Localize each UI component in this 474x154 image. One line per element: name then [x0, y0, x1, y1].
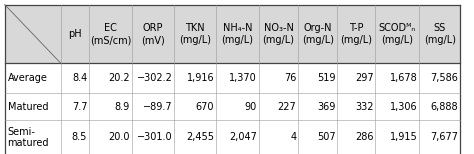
Text: 90: 90 [245, 102, 257, 112]
Text: 8.9: 8.9 [115, 102, 130, 112]
Text: 6,888: 6,888 [430, 102, 458, 112]
Text: EC
(mS/cm): EC (mS/cm) [90, 23, 131, 45]
Text: 2,047: 2,047 [229, 132, 257, 142]
Text: 332: 332 [355, 102, 374, 112]
Text: Matured: Matured [8, 102, 48, 112]
Text: 670: 670 [196, 102, 214, 112]
Text: −89.7: −89.7 [143, 102, 173, 112]
Text: T-P
(mg/L): T-P (mg/L) [340, 23, 373, 45]
Text: SS
(mg/L): SS (mg/L) [424, 23, 456, 45]
Text: 7,586: 7,586 [430, 73, 458, 83]
Text: 1,370: 1,370 [229, 73, 257, 83]
Text: −301.0: −301.0 [137, 132, 173, 142]
Text: 507: 507 [317, 132, 336, 142]
Bar [5, 5, 460, 63]
Text: 369: 369 [317, 102, 336, 112]
Bar [5, 120, 460, 154]
Text: pH: pH [68, 29, 82, 39]
Text: Average: Average [8, 73, 47, 83]
Bar [5, 63, 460, 93]
Text: 20.0: 20.0 [109, 132, 130, 142]
Text: TKN
(mg/L): TKN (mg/L) [179, 23, 211, 45]
Text: NO₃-N
(mg/L): NO₃-N (mg/L) [263, 23, 294, 45]
Text: 297: 297 [355, 73, 374, 83]
Text: Org-N
(mg/L): Org-N (mg/L) [302, 23, 334, 45]
Text: −302.2: −302.2 [137, 73, 173, 83]
Text: 2,455: 2,455 [186, 132, 214, 142]
Bar [5, 93, 460, 120]
Text: SCODᴹₙ
(mg/L): SCODᴹₙ (mg/L) [379, 23, 416, 45]
Text: 519: 519 [317, 73, 336, 83]
Text: 7,677: 7,677 [430, 132, 458, 142]
Text: 7.7: 7.7 [72, 102, 87, 112]
Text: 1,916: 1,916 [187, 73, 214, 83]
Text: ORP
(mV): ORP (mV) [141, 23, 165, 45]
Text: 8.4: 8.4 [72, 73, 87, 83]
Text: 1,306: 1,306 [390, 102, 418, 112]
Text: 76: 76 [284, 73, 296, 83]
Text: 8.5: 8.5 [72, 132, 87, 142]
Text: NH₄-N
(mg/L): NH₄-N (mg/L) [221, 23, 254, 45]
Text: 1,915: 1,915 [390, 132, 418, 142]
Text: 1,678: 1,678 [390, 73, 418, 83]
Text: 286: 286 [355, 132, 374, 142]
Text: 4: 4 [290, 132, 296, 142]
Text: 227: 227 [277, 102, 296, 112]
Text: Semi-
matured: Semi- matured [8, 127, 49, 148]
Text: 20.2: 20.2 [108, 73, 130, 83]
